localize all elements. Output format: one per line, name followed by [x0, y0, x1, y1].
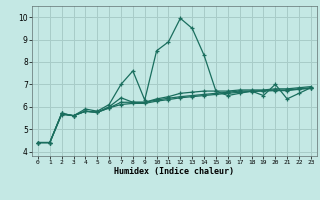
X-axis label: Humidex (Indice chaleur): Humidex (Indice chaleur) — [115, 167, 234, 176]
